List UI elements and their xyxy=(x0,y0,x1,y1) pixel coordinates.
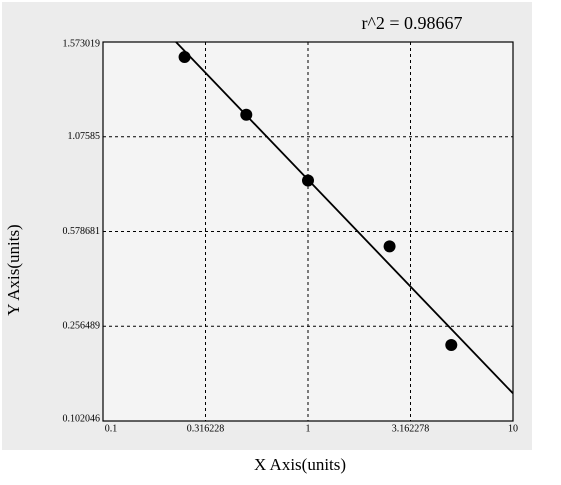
y-tick-label: 0.578681 xyxy=(63,226,101,237)
data-point xyxy=(302,174,314,187)
data-point xyxy=(240,108,253,121)
x-tick-label: 10 xyxy=(508,423,518,434)
data-point xyxy=(445,338,458,351)
x-tick-label: 3.162278 xyxy=(392,423,430,434)
fit-line xyxy=(175,41,514,395)
data-point xyxy=(178,51,191,64)
plot-border xyxy=(102,41,514,422)
y-tick-label: 0.102046 xyxy=(63,413,101,424)
x-tick-label: 0.316228 xyxy=(187,423,225,434)
y-tick-label: 1.573019 xyxy=(63,38,101,49)
y-axis-title: Y Axis(units) xyxy=(4,224,23,315)
y-tick-label: 1.07585 xyxy=(68,131,101,142)
data-point xyxy=(383,240,396,253)
x-tick-label: 1 xyxy=(306,423,311,434)
y-tick-label: 0.256489 xyxy=(63,321,101,332)
x-axis-title: X Axis(units) xyxy=(254,455,346,474)
annotation: r^2 = 0.98667 xyxy=(361,13,462,33)
x-tick-label: 0.1 xyxy=(105,423,118,434)
